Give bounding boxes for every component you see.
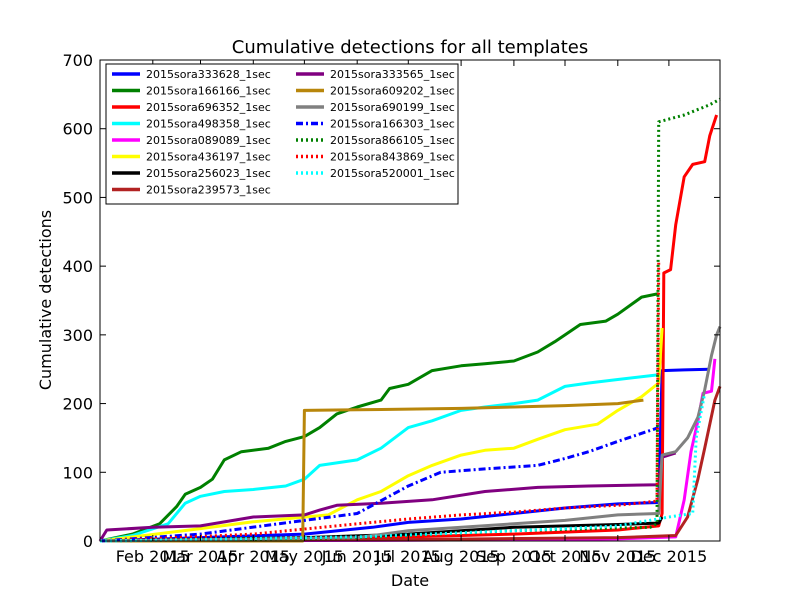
legend-label: 2015sora333565_1sec — [330, 68, 455, 81]
y-tick-label: 600 — [62, 120, 93, 139]
series-line-2015sora436197_1sec — [99, 327, 664, 543]
legend-label: 2015sora166303_1sec — [330, 118, 455, 131]
series-line-2015sora843869_1sec — [99, 262, 661, 543]
x-tick-label: Mar 2015 — [162, 547, 238, 566]
legend-label: 2015sora520001_1sec — [330, 167, 455, 180]
x-tick-label: Dec 2015 — [631, 547, 708, 566]
legend: 2015sora333628_1sec 2015sora166166_1sec 20… — [105, 63, 459, 205]
legend-label: 2015sora696352_1sec — [146, 101, 271, 114]
y-tick-label: 200 — [62, 395, 93, 414]
y-tick-label: 100 — [62, 463, 93, 482]
series-line-2015sora239573_1sec — [99, 385, 722, 543]
legend-label: 2015sora690199_1sec — [330, 101, 455, 114]
x-tick-label: Aug 2015 — [423, 547, 500, 566]
x-tick-label: May 2015 — [265, 547, 344, 566]
x-tick-label: Feb 2015 — [116, 547, 190, 566]
legend-label: 2015sora436197_1sec — [146, 151, 271, 164]
y-axis-label: Cumulative detections — [36, 210, 55, 390]
chart-title: Cumulative detections for all templates — [232, 37, 588, 58]
plot-frame — [99, 59, 721, 542]
legend-label: 2015sora843869_1sec — [330, 151, 455, 164]
y-tick-label: 400 — [62, 257, 93, 276]
legend-frame — [105, 63, 459, 205]
x-tick-label: Jun 2015 — [321, 547, 393, 566]
series-line-2015sora520001_1sec — [99, 393, 707, 543]
legend-label: 2015sora609202_1sec — [330, 85, 455, 98]
y-tick-label: 300 — [62, 326, 93, 345]
series-line-2015sora498358_1sec — [99, 373, 659, 543]
y-tick-label: 0 — [83, 532, 93, 551]
series-line-2015sora690199_1sec — [99, 326, 722, 543]
x-tick-label: Jul 2015 — [375, 547, 441, 566]
y-tick-label: 700 — [62, 51, 93, 70]
x-axis-label: Date — [391, 571, 429, 590]
x-tick-label: Sep 2015 — [476, 547, 552, 566]
legend-label: 2015sora333628_1sec — [146, 68, 271, 81]
y-axis: 0 100 200 300 400 500 600 700 — [62, 51, 720, 551]
series-line-2015sora333565_1sec — [98, 451, 677, 542]
series-line-2015sora696352_1sec — [99, 114, 719, 543]
legend-label: 2015sora866105_1sec — [330, 134, 455, 147]
legend-label: 2015sora256023_1sec — [146, 167, 271, 180]
series-line-2015sora609202_1sec — [100, 398, 644, 543]
legend-label: 2015sora239573_1sec — [146, 184, 271, 197]
legend-label: 2015sora089089_1sec — [146, 134, 271, 147]
legend-label: 2015sora166166_1sec — [146, 85, 271, 98]
y-tick-label: 500 — [62, 188, 93, 207]
x-tick-label: Nov 2015 — [579, 547, 656, 566]
series-layer — [98, 97, 722, 543]
x-tick-label: Oct 2015 — [528, 547, 601, 566]
legend-label: 2015sora498358_1sec — [146, 118, 271, 131]
series-line-2015sora166166_1sec — [99, 292, 660, 543]
x-tick-label: Apr 2015 — [217, 547, 290, 566]
